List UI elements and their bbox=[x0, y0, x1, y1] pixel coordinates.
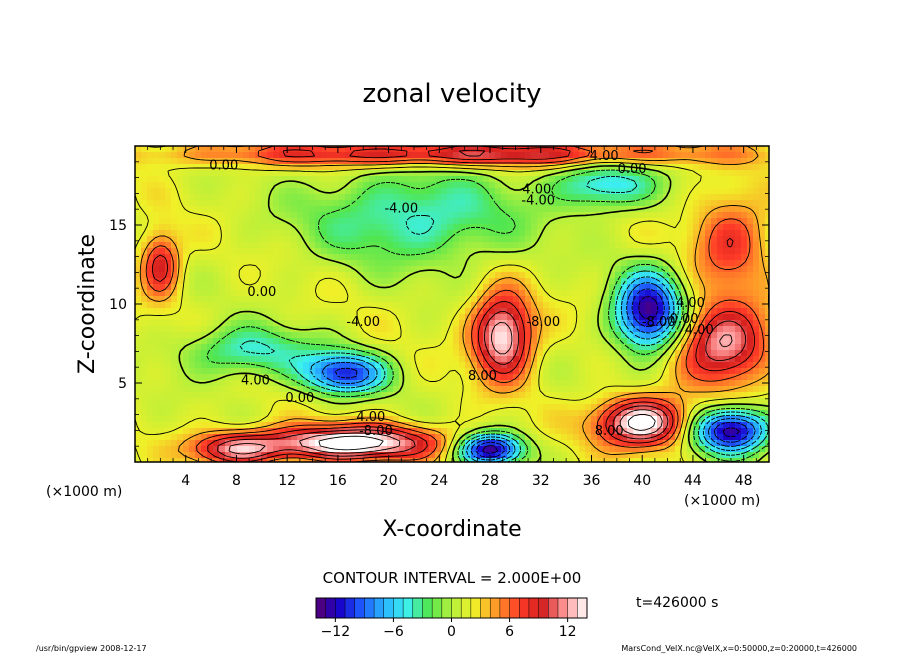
colorbar-swatch bbox=[519, 598, 529, 618]
x-tick-label: 44 bbox=[684, 473, 702, 489]
x-tick-label: 40 bbox=[633, 473, 651, 489]
colorbar-swatch bbox=[316, 598, 326, 618]
x-tick-label: 48 bbox=[735, 473, 753, 489]
contour-label: 4.00 bbox=[356, 410, 385, 425]
colorbar-swatch bbox=[461, 598, 471, 618]
colorbar-swatch bbox=[529, 598, 539, 618]
x-tick-label: 32 bbox=[532, 473, 550, 489]
footer-right-text: MarsCond_VelX.nc@VelX,x=0:50000,z=0:2000… bbox=[621, 644, 857, 653]
colorbar-swatch bbox=[471, 598, 481, 618]
colorbar-swatch bbox=[345, 598, 355, 618]
x-tick-label: 28 bbox=[481, 473, 499, 489]
contour-label: 4.00 bbox=[685, 323, 714, 338]
y-tick-label: 10 bbox=[109, 297, 127, 313]
contour-interval-text: CONTOUR INTERVAL = 2.000E+00 bbox=[323, 569, 582, 587]
colorbar-swatch bbox=[403, 598, 413, 618]
colorbar-swatch bbox=[432, 598, 442, 618]
colorbar-swatch bbox=[364, 598, 374, 618]
x-tick-label: 20 bbox=[380, 473, 398, 489]
colorbar-swatch bbox=[442, 598, 452, 618]
colorbar-swatch bbox=[393, 598, 403, 618]
colorbar-tick-label: 6 bbox=[505, 624, 514, 640]
colorbar-swatch bbox=[548, 598, 558, 618]
colorbar-swatch bbox=[335, 598, 345, 618]
x-tick-label: 36 bbox=[583, 473, 601, 489]
colorbar-tick-labels: −12 −6 0 6 12 bbox=[321, 618, 577, 640]
colorbar-swatch bbox=[374, 598, 384, 618]
x-unit-label-right: (×1000 m) bbox=[684, 493, 760, 509]
contour-label: -4.00 bbox=[521, 193, 555, 208]
colorbar-tick-label: 0 bbox=[447, 624, 456, 640]
colorbar-tick-label: −6 bbox=[383, 624, 404, 640]
colorbar-swatch bbox=[510, 598, 520, 618]
time-label: t=426000 s bbox=[636, 595, 718, 611]
contour-label: -8.00 bbox=[526, 315, 560, 330]
x-unit-label-left: (×1000 m) bbox=[46, 484, 122, 500]
contour-label: -4.00 bbox=[346, 315, 380, 330]
colorbar-swatch bbox=[413, 598, 423, 618]
contour-label: 0.00 bbox=[618, 162, 647, 177]
colorbar-tick-label: −12 bbox=[321, 624, 351, 640]
contour-label: -4.00 bbox=[384, 201, 418, 216]
colorbar-swatch bbox=[481, 598, 491, 618]
y-tick-label: 5 bbox=[118, 376, 127, 392]
colorbar-swatch bbox=[558, 598, 568, 618]
colorbar-swatch bbox=[326, 598, 336, 618]
contour-label: 0.00 bbox=[247, 285, 276, 300]
x-axis-title: X-coordinate bbox=[382, 517, 521, 542]
y-tick-label: 15 bbox=[109, 218, 127, 234]
colorbar bbox=[316, 598, 587, 618]
contour-label: 8.00 bbox=[468, 369, 497, 384]
y-axis-title: Z-coordinate bbox=[75, 234, 100, 374]
contour-label: -8.00 bbox=[359, 424, 393, 439]
contour-label: 8.00 bbox=[595, 424, 624, 439]
contour-label: 4.00 bbox=[676, 296, 705, 311]
x-tick-label: 4 bbox=[181, 473, 190, 489]
colorbar-swatch bbox=[577, 598, 587, 618]
colorbar-swatch bbox=[539, 598, 549, 618]
contour-label: 0.00 bbox=[285, 391, 314, 406]
contour-label: 4.00 bbox=[241, 374, 270, 389]
x-tick-label: 12 bbox=[278, 473, 296, 489]
contour-label: 0.00 bbox=[209, 159, 238, 174]
chart-title: zonal velocity bbox=[362, 79, 541, 109]
colorbar-swatch bbox=[490, 598, 500, 618]
colorbar-swatch bbox=[384, 598, 394, 618]
contour-label: 4.00 bbox=[590, 149, 619, 164]
footer-left-text: /usr/bin/gpview 2008-12-17 bbox=[36, 644, 147, 653]
colorbar-tick-label: 12 bbox=[559, 624, 577, 640]
colorbar-swatch bbox=[500, 598, 510, 618]
x-tick-label: 16 bbox=[329, 473, 347, 489]
colorbar-swatch bbox=[568, 598, 578, 618]
x-tick-label: 24 bbox=[430, 473, 448, 489]
x-tick-label: 8 bbox=[232, 473, 241, 489]
colorbar-swatch bbox=[452, 598, 462, 618]
colorbar-swatch bbox=[355, 598, 365, 618]
colorbar-swatch bbox=[422, 598, 432, 618]
